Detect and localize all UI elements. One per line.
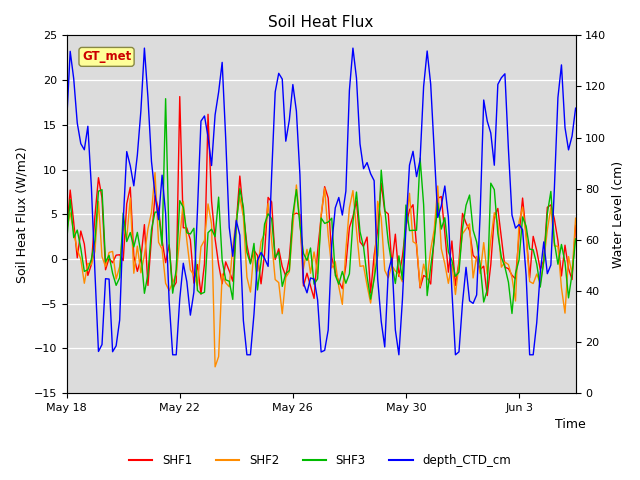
Y-axis label: Soil Heat Flux (W/m2): Soil Heat Flux (W/m2)	[15, 146, 28, 283]
Title: Soil Heat Flux: Soil Heat Flux	[268, 15, 374, 30]
Text: GT_met: GT_met	[82, 50, 131, 63]
Y-axis label: Water Level (cm): Water Level (cm)	[612, 161, 625, 268]
Legend: SHF1, SHF2, SHF3, depth_CTD_cm: SHF1, SHF2, SHF3, depth_CTD_cm	[124, 449, 516, 472]
X-axis label: Time: Time	[555, 419, 586, 432]
